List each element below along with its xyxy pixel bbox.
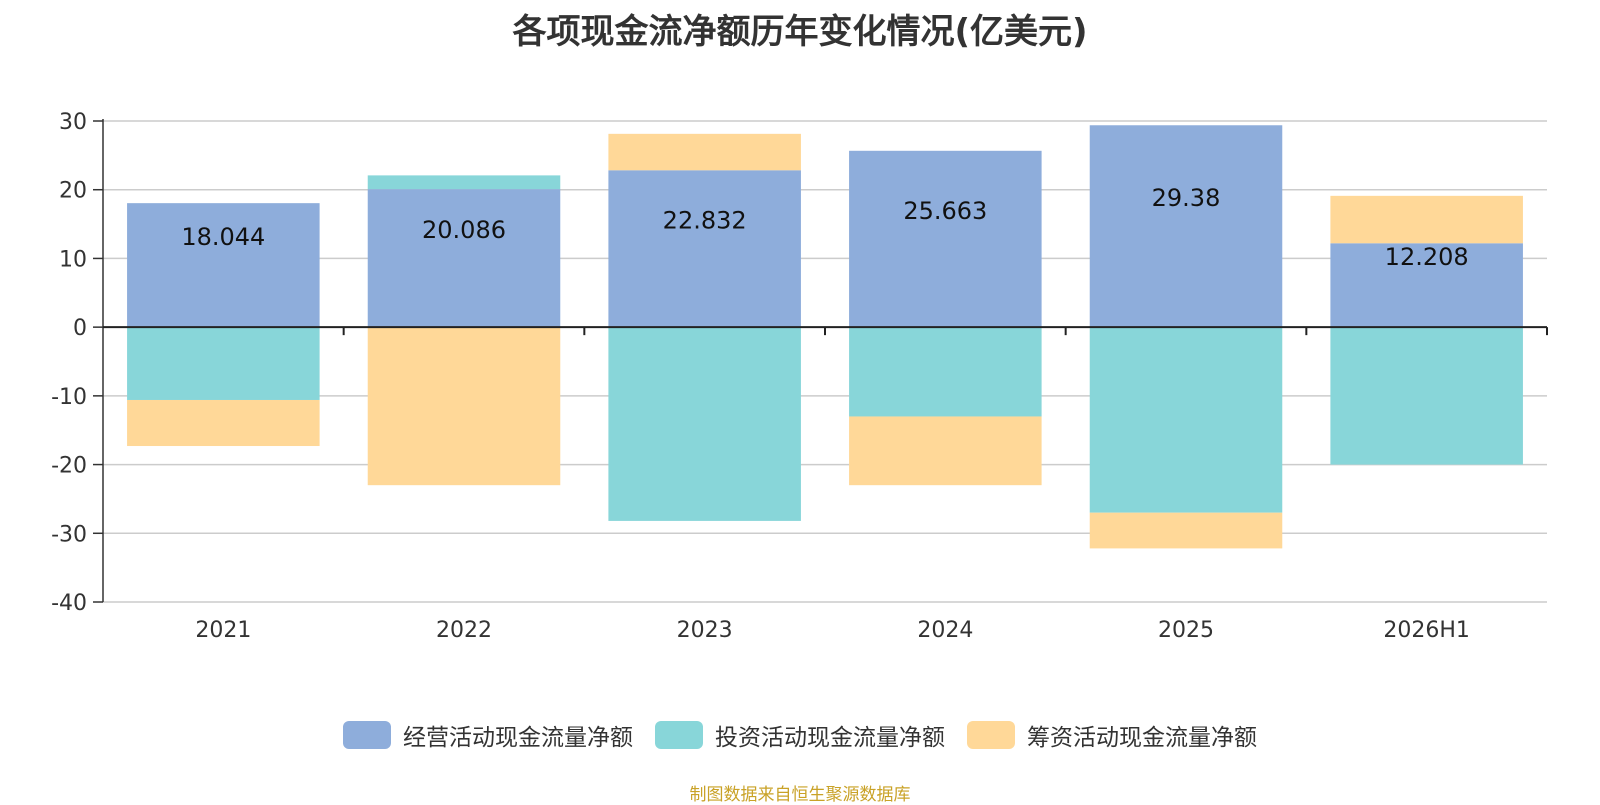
bar-operating[interactable] <box>1089 125 1283 328</box>
legend-swatch-operating <box>343 721 391 749</box>
y-tick-label: -40 <box>51 591 87 616</box>
y-tick-label: -30 <box>51 522 87 547</box>
y-tick-label: 30 <box>59 110 87 135</box>
bar-financing[interactable] <box>849 416 1042 486</box>
axis-layer: 30 20 10 0 -10 -20 -30 -40 2021 2022 2023 2024 2025 2… <box>51 110 1548 643</box>
bar-investing[interactable] <box>367 175 561 190</box>
data-label: 25.663 <box>903 197 987 225</box>
legend-swatch-investing <box>655 721 703 749</box>
bar-operating[interactable] <box>127 203 320 328</box>
source-note: 制图数据来自恒生聚源数据库 <box>689 785 911 805</box>
bar-financing[interactable] <box>367 327 561 486</box>
bar-investing[interactable] <box>608 327 801 521</box>
bar-financing[interactable] <box>127 399 320 447</box>
y-tick-label: 20 <box>59 179 87 204</box>
legend-swatch-financing <box>967 721 1015 749</box>
x-tick-label: 2021 <box>195 618 251 643</box>
y-tick-label: -20 <box>51 454 87 479</box>
x-tick-label: 2023 <box>677 618 733 643</box>
x-tick-label: 2025 <box>1158 618 1214 643</box>
legend-item-operating[interactable]: 经营活动现金流量净额 <box>343 718 633 752</box>
legend-item-financing[interactable]: 筹资活动现金流量净额 <box>967 718 1257 752</box>
bar-operating[interactable] <box>608 170 801 328</box>
data-label: 20.086 <box>422 216 506 244</box>
y-tick-label: 10 <box>59 247 87 272</box>
grid-layer <box>103 120 1547 603</box>
bar-financing[interactable] <box>1330 195 1523 244</box>
legend-item-investing[interactable]: 投资活动现金流量净额 <box>655 718 945 752</box>
data-label: 29.38 <box>1152 184 1221 212</box>
bar-investing[interactable] <box>1089 327 1283 513</box>
legend-label-operating: 经营活动现金流量净额 <box>403 725 633 751</box>
bar-operating[interactable] <box>1330 243 1523 328</box>
x-tick-label: 2024 <box>917 618 973 643</box>
chart-title: 各项现金流净额历年变化情况(亿美元) <box>512 12 1088 52</box>
legend-label-investing: 投资活动现金流量净额 <box>715 725 945 751</box>
bar-layer <box>127 125 1523 549</box>
data-label: 12.208 <box>1385 243 1469 271</box>
bar-investing[interactable] <box>849 327 1042 417</box>
bar-financing[interactable] <box>608 133 801 171</box>
legend-label-financing: 筹资活动现金流量净额 <box>1027 725 1257 751</box>
x-tick-label: 2026H1 <box>1383 618 1470 643</box>
y-tick-label: 0 <box>73 316 87 341</box>
y-tick-label: -10 <box>51 385 87 410</box>
bar-financing[interactable] <box>1089 512 1283 549</box>
label-layer: 18.044 20.086 22.832 25.663 29.38 12.208 <box>181 184 1468 271</box>
bar-operating[interactable] <box>849 150 1042 328</box>
x-tick-label: 2022 <box>436 618 492 643</box>
bar-investing[interactable] <box>127 327 320 400</box>
bar-operating[interactable] <box>367 189 561 328</box>
legend: 经营活动现金流量净额 投资活动现金流量净额 筹资活动现金流量净额 <box>0 718 1600 752</box>
data-label: 18.044 <box>181 223 265 251</box>
bar-investing[interactable] <box>1330 327 1523 465</box>
data-label: 22.832 <box>663 207 747 235</box>
cash-flow-chart: 30 20 10 0 -10 -20 -30 -40 2021 2022 2023 2024 2025 2… <box>51 110 1548 643</box>
